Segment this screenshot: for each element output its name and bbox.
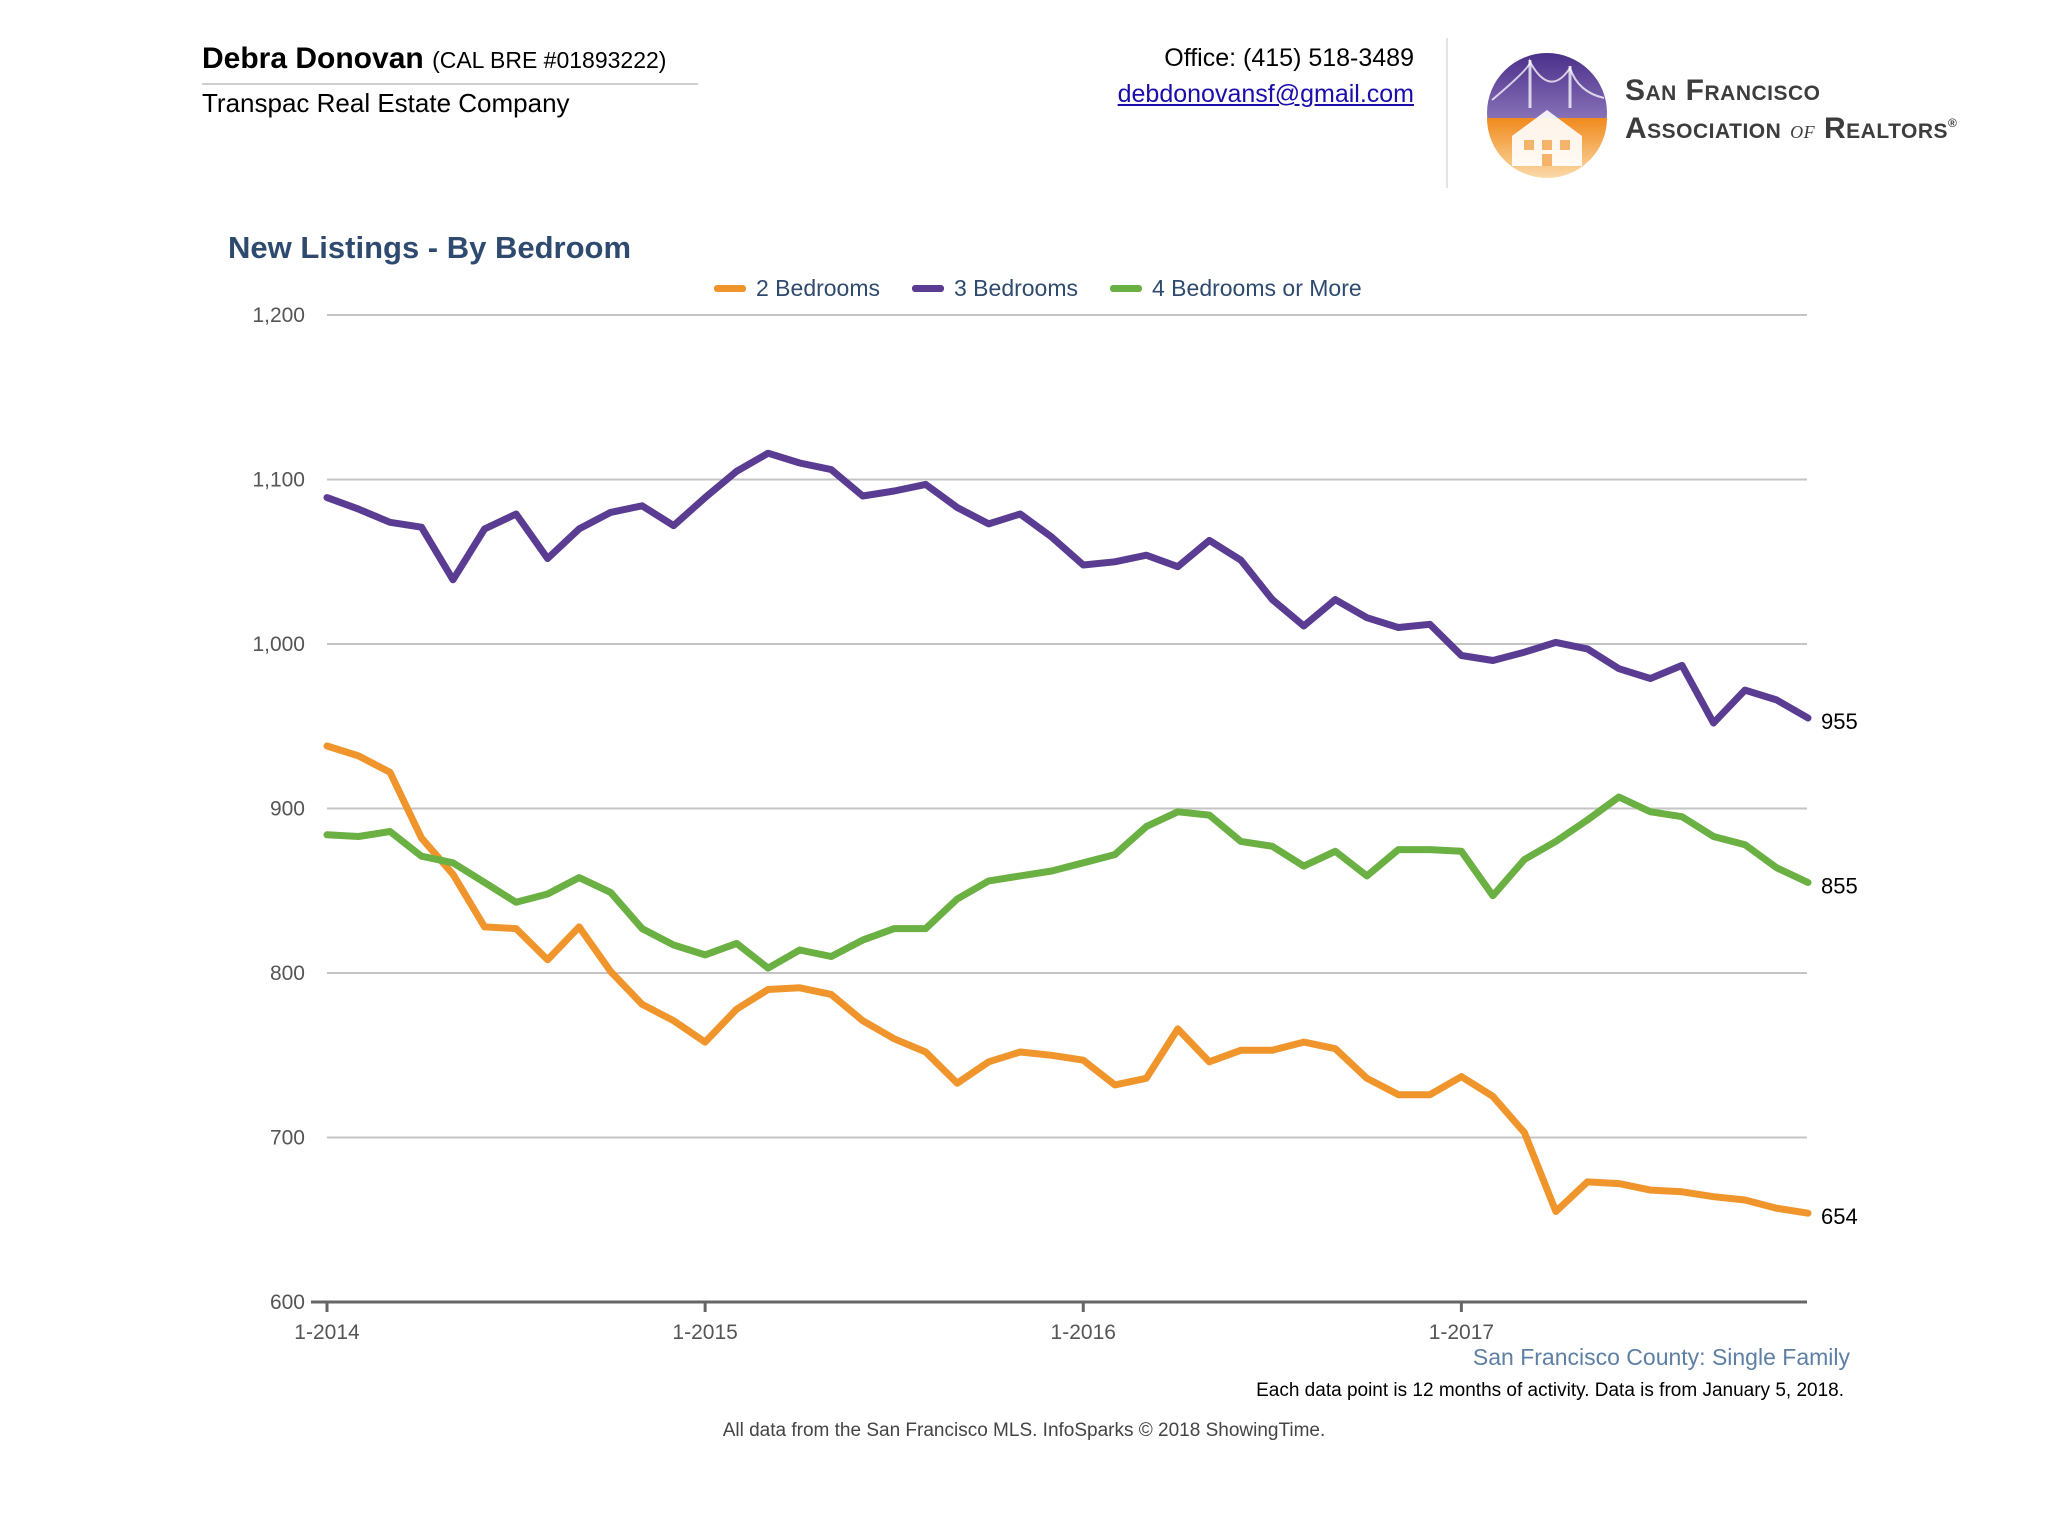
legend-label-4-bedrooms: 4 Bedrooms or More xyxy=(1152,275,1362,301)
agent-name-text: Debra Donovan xyxy=(202,42,424,75)
x-tick-label: 1-2014 xyxy=(294,1321,360,1344)
email-link[interactable]: debdonovansf@gmail.com xyxy=(1117,80,1414,108)
office-phone: Office: (415) 518-3489 xyxy=(1164,44,1414,72)
legend-label-2-bedrooms: 2 Bedrooms xyxy=(756,275,881,301)
association-name-line1: San Francisco xyxy=(1625,74,1821,107)
y-tick-label: 1,000 xyxy=(252,633,305,656)
header-divider xyxy=(1446,38,1448,188)
end-value-label: 955 xyxy=(1821,709,1858,734)
y-tick-label: 900 xyxy=(270,798,305,821)
association-logo xyxy=(1487,53,1607,178)
legend-swatch-2-bedrooms xyxy=(714,285,746,292)
legend-swatch-4-bedrooms xyxy=(1110,285,1142,292)
association-name-line2: Association of Realtors® xyxy=(1625,112,1957,146)
y-tick-label: 700 xyxy=(270,1127,305,1150)
x-tick-label: 1-2017 xyxy=(1429,1321,1494,1344)
association-name-line2a: Association xyxy=(1625,112,1782,145)
agent-license: (CAL BRE #01893222) xyxy=(432,47,667,73)
header-rule xyxy=(202,83,698,85)
source-credit: All data from the San Francisco MLS. Inf… xyxy=(722,1420,1326,1441)
y-tick-label: 600 xyxy=(270,1291,305,1314)
legend-label-3-bedrooms: 3 Bedrooms xyxy=(954,275,1079,301)
x-tick-label: 1-2016 xyxy=(1051,1321,1116,1344)
end-value-label: 855 xyxy=(1821,874,1858,899)
legend-item-4-bedrooms[interactable]: 4 Bedrooms or More xyxy=(1110,275,1362,302)
legend-item-2-bedrooms[interactable]: 2 Bedrooms xyxy=(714,275,880,302)
agent-name: Debra Donovan (CAL BRE #01893222) xyxy=(202,42,666,76)
series-line-3-bedrooms xyxy=(323,449,1812,727)
company-name: Transpac Real Estate Company xyxy=(202,88,570,118)
registered-mark: ® xyxy=(1948,116,1958,130)
series-line-2-bedrooms xyxy=(323,742,1812,1217)
y-tick-label: 800 xyxy=(270,962,305,985)
y-tick-label: 1,200 xyxy=(252,304,305,327)
legend-swatch-3-bedrooms xyxy=(912,285,944,292)
x-tick-label: 1-2015 xyxy=(672,1321,737,1344)
region-caption: San Francisco County: Single Family xyxy=(1472,1344,1850,1370)
association-name-line2c: Realtors xyxy=(1823,112,1949,145)
legend-item-3-bedrooms[interactable]: 3 Bedrooms xyxy=(912,275,1078,302)
data-note: Each data point is 12 months of activity… xyxy=(1256,1380,1844,1401)
series-line-4-bedrooms xyxy=(323,793,1812,972)
association-name-of: of xyxy=(1790,115,1816,144)
chart-title: New Listings - By Bedroom xyxy=(228,230,632,265)
end-value-label: 654 xyxy=(1821,1204,1858,1229)
y-tick-label: 1,100 xyxy=(252,469,305,492)
